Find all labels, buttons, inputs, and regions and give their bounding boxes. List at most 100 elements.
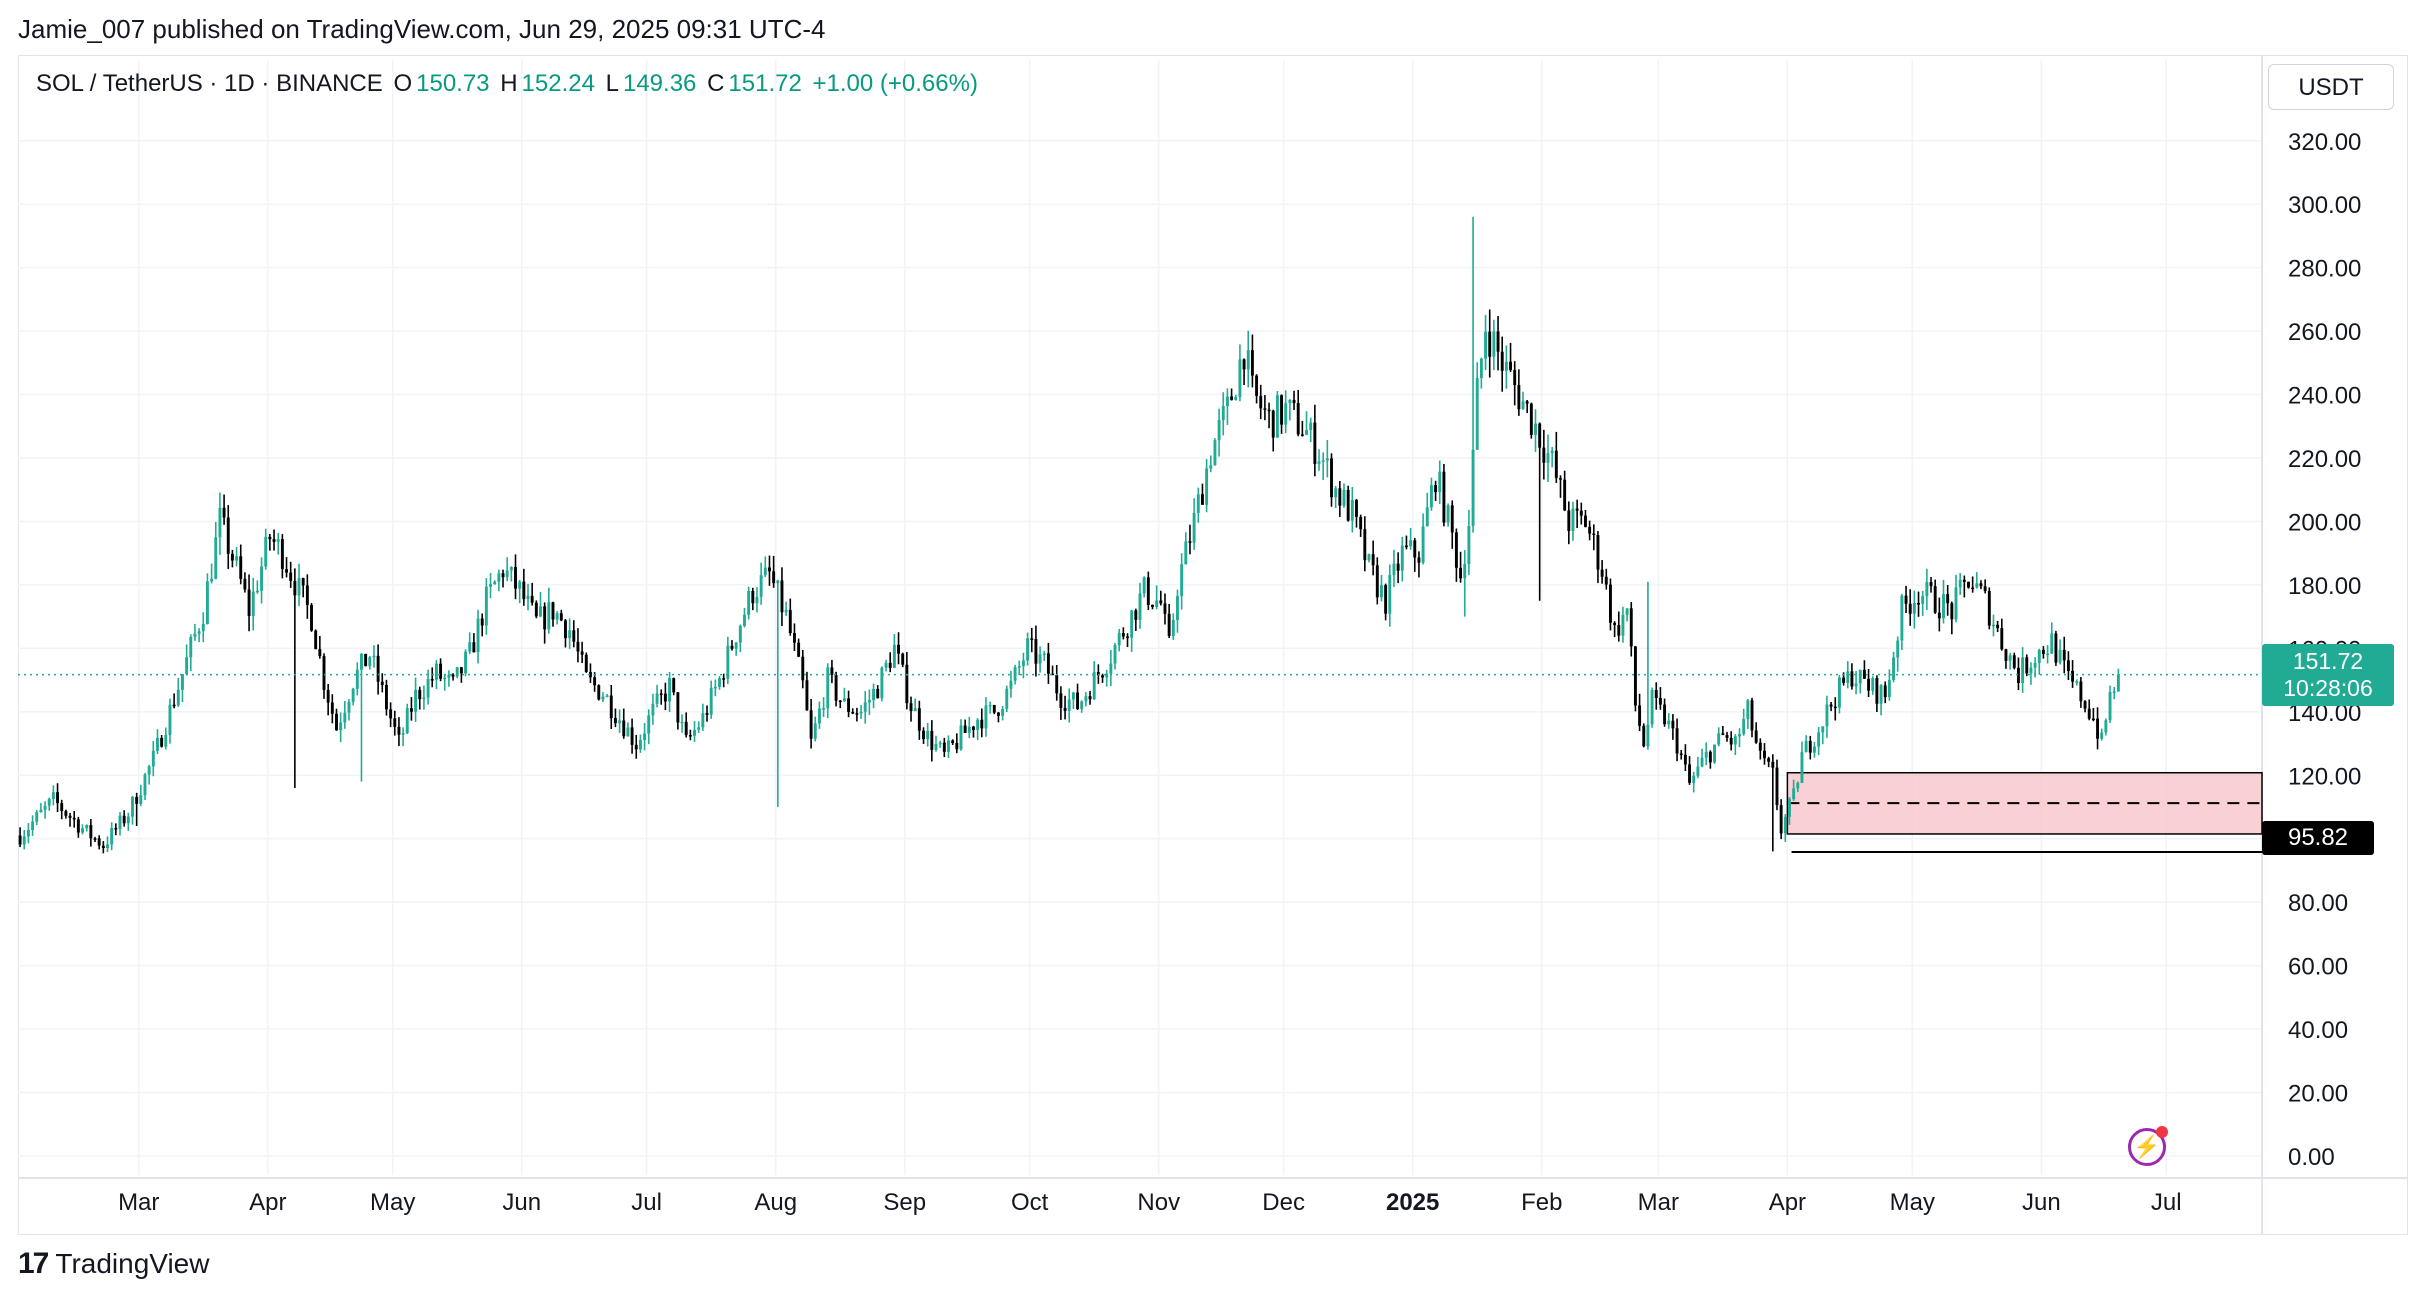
candle-body — [605, 695, 609, 698]
candle-body — [1958, 579, 1962, 588]
candle-body — [1796, 782, 1800, 789]
candle-body — [1571, 508, 1575, 532]
candle-body — [922, 730, 925, 740]
candle-body — [1575, 508, 1579, 511]
candle-body — [372, 655, 376, 658]
candle-body — [580, 651, 584, 655]
candle-body — [1638, 705, 1642, 726]
candle-body — [360, 653, 363, 670]
candle-body — [106, 844, 109, 848]
symbol-label[interactable]: SOL / TetherUS · 1D · BINANCE — [36, 70, 383, 97]
candle-body — [322, 656, 326, 690]
candle-body — [568, 630, 572, 639]
candle-body — [1654, 690, 1658, 699]
candle-body — [1646, 724, 1650, 747]
x-tick-label: Mar — [1638, 1189, 1679, 1216]
candle-body — [1230, 396, 1234, 400]
candle-body — [663, 693, 667, 702]
candle-body — [2012, 655, 2016, 668]
candle-body — [1633, 646, 1637, 706]
candle-body — [709, 687, 713, 715]
candle-body — [1409, 540, 1413, 547]
candle-body — [18, 835, 22, 845]
candle-body — [1733, 736, 1737, 745]
candle-body — [305, 585, 309, 606]
candle-body — [1983, 586, 1987, 591]
candle-body — [1309, 422, 1313, 431]
candle-body — [1517, 385, 1521, 410]
y-tick-label: 240.00 — [2288, 383, 2361, 410]
support-zone — [1786, 771, 2263, 835]
candle-body — [1771, 761, 1775, 768]
candle-body — [464, 651, 468, 674]
candle-body — [622, 720, 626, 737]
candle-body — [751, 591, 755, 604]
candle-body — [1142, 577, 1146, 594]
candle-body — [1009, 680, 1013, 689]
candle-body — [230, 553, 234, 561]
candle-body — [1450, 505, 1454, 533]
candle-body — [730, 645, 734, 649]
candle-body — [239, 556, 243, 579]
candle-body — [2066, 660, 2070, 671]
candle-body — [1392, 563, 1396, 576]
candle-body — [89, 824, 93, 839]
lightning-icon[interactable]: ⚡ — [2128, 1128, 2166, 1166]
candle-body — [1783, 816, 1787, 834]
candle-body — [343, 712, 347, 723]
candle-body — [1837, 677, 1841, 708]
candle-body — [859, 711, 863, 714]
candle-body — [2046, 653, 2050, 656]
candle-body — [1675, 728, 1679, 754]
candle-body — [1962, 579, 1966, 582]
candle-body — [2029, 667, 2033, 674]
candle-body — [297, 578, 301, 596]
candle-body — [1600, 569, 1604, 577]
x-tick-label: Aug — [754, 1189, 797, 1216]
candle-body — [222, 507, 226, 518]
x-tick-label: Nov — [1137, 1189, 1180, 1216]
candle-body — [601, 696, 605, 700]
candle-body — [1259, 395, 1263, 409]
candle-body — [64, 811, 68, 816]
open-value: 150.73 — [416, 70, 490, 97]
chart-frame[interactable] — [18, 55, 2408, 1235]
candle-body — [451, 674, 455, 677]
candle-body — [1221, 406, 1225, 421]
candle-body — [1084, 696, 1088, 702]
candle-body — [2071, 670, 2075, 682]
currency-selector[interactable]: USDT — [2268, 64, 2394, 110]
candle-body — [1729, 737, 1733, 745]
candle-body — [1334, 488, 1338, 498]
candle-body — [1288, 399, 1292, 404]
candle-body — [1908, 603, 1912, 614]
candle-body — [1284, 403, 1288, 425]
candle-body — [1509, 361, 1512, 370]
candle-body — [1280, 395, 1284, 425]
candle-body — [1404, 545, 1408, 548]
candle-body — [676, 692, 680, 723]
candle-body — [913, 708, 917, 712]
candle-body — [1092, 672, 1096, 700]
candle-body — [68, 815, 72, 818]
candle-body — [1263, 408, 1267, 410]
candle-body — [1076, 692, 1080, 709]
candle-body — [2062, 649, 2066, 661]
candle-body — [2108, 691, 2112, 721]
candle-body — [1271, 410, 1275, 438]
candle-body — [988, 704, 992, 707]
tradingview-logo[interactable]: 17 TradingView — [18, 1247, 209, 1281]
candle-body — [1030, 638, 1034, 640]
candle-body — [984, 705, 988, 729]
candle-body — [1538, 423, 1542, 448]
candle-body — [1825, 704, 1829, 727]
candle-body — [1738, 734, 1741, 737]
candle-body — [1812, 746, 1816, 753]
candle-body — [905, 664, 909, 704]
candle-body — [110, 827, 114, 845]
candle-body — [2091, 718, 2095, 721]
candle-body — [1063, 707, 1067, 711]
tradingview-logo-text: TradingView — [55, 1248, 210, 1279]
